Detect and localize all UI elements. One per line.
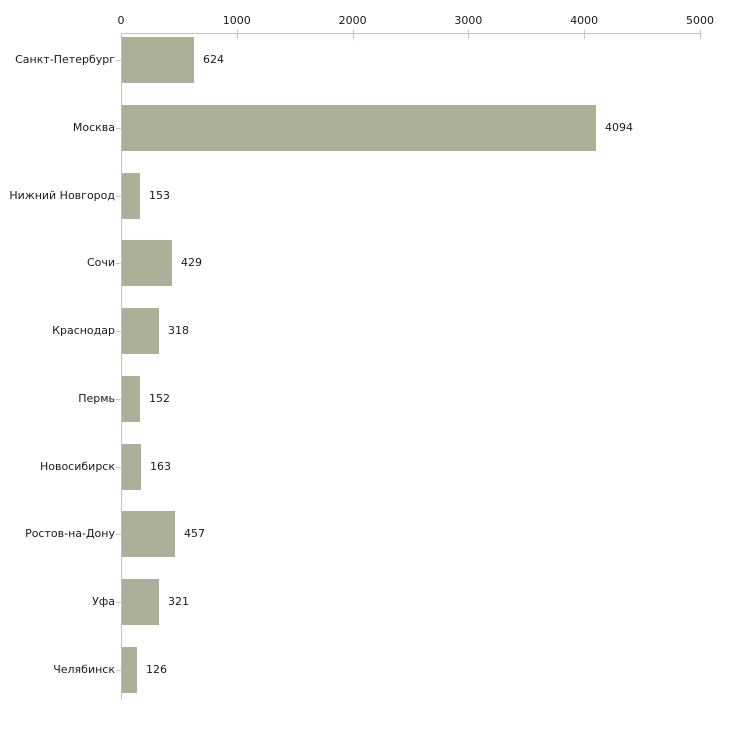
y-axis-tick (116, 60, 121, 61)
bar-segment (122, 308, 159, 354)
y-axis-tick (116, 196, 121, 197)
x-axis-tick-label: 4000 (570, 14, 599, 27)
bar-segment (122, 173, 140, 219)
y-axis-tick (116, 534, 121, 535)
x-axis-line (121, 33, 702, 34)
x-axis-tick-label: 2000 (338, 14, 367, 27)
y-axis-tick (116, 602, 121, 603)
value-label: 152 (149, 392, 170, 405)
category-label: Нижний Новгород (9, 189, 115, 202)
x-axis-tick (468, 30, 470, 39)
x-axis-tick (700, 30, 701, 39)
x-axis-tick-label: 5000 (686, 14, 714, 27)
y-axis-tick (116, 399, 121, 400)
x-axis-tick-label: 1000 (222, 14, 251, 27)
category-label: Москва (72, 121, 115, 134)
y-axis-tick (116, 467, 121, 468)
value-label: 457 (184, 527, 205, 540)
bar-segment (122, 444, 141, 490)
y-axis-tick (116, 670, 121, 671)
y-axis-tick (116, 263, 121, 264)
bar-segment (122, 647, 137, 693)
value-label: 624 (203, 53, 224, 66)
x-axis-tick (352, 30, 354, 39)
value-label: 163 (150, 460, 171, 473)
bar-segment (122, 105, 596, 151)
category-label: Челябинск (53, 663, 115, 676)
x-axis-tick-label: 0 (117, 14, 125, 27)
value-label: 321 (168, 595, 189, 608)
bar-segment (122, 511, 175, 557)
category-label: Пермь (78, 392, 115, 405)
category-label: Санкт-Петербург (15, 53, 115, 66)
value-label: 4094 (605, 121, 633, 134)
value-label: 429 (181, 256, 202, 269)
x-axis-tick-label: 3000 (454, 14, 483, 27)
bar-segment (122, 37, 194, 83)
value-label: 153 (149, 189, 170, 202)
bar-segment (122, 579, 159, 625)
x-axis-tick (236, 30, 238, 39)
category-label: Уфа (92, 595, 115, 608)
x-axis-tick (584, 30, 586, 39)
bar-segment (122, 376, 140, 422)
category-label: Сочи (86, 256, 115, 269)
value-label: 126 (146, 663, 167, 676)
category-label: Краснодар (52, 324, 115, 337)
category-label: Новосибирск (39, 460, 115, 473)
bar-segment (122, 240, 172, 286)
category-label: Ростов-на-Дону (25, 527, 115, 540)
value-label: 318 (168, 324, 189, 337)
y-axis-line (121, 33, 122, 700)
y-axis-tick (116, 331, 121, 332)
y-axis-tick (116, 128, 121, 129)
